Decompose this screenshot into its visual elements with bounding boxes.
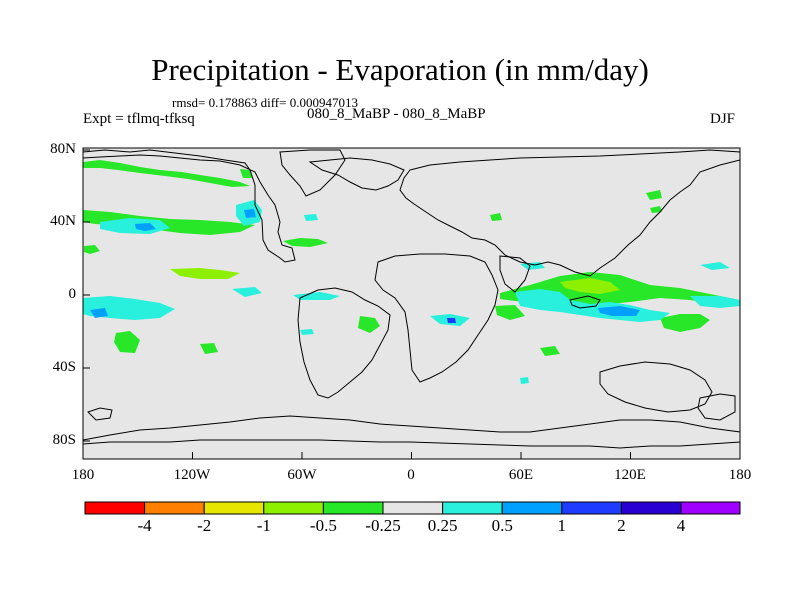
coastline-east-asia-islands <box>697 393 736 421</box>
colorbar <box>84 501 741 515</box>
map-frame <box>82 147 741 460</box>
contour-cyan-tropics-w <box>700 262 730 270</box>
contour-green-eurasia <box>490 213 502 221</box>
contour-green-pacific-30n <box>83 210 255 235</box>
colorbar-label-1: -4 <box>137 516 152 535</box>
colorbar-swatch-10 <box>620 501 682 515</box>
colorbar-swatch-4 <box>263 501 324 515</box>
colorbar-label-6: 0.25 <box>427 516 458 535</box>
experiment-label: Expt = tflmq-tfksq <box>83 111 195 127</box>
coastline-greenland <box>279 149 346 197</box>
contour-blue-n-pacific <box>135 223 156 231</box>
colorbar-swatch-8 <box>501 501 563 515</box>
colorbar-swatch-5 <box>322 501 384 515</box>
contour-green-n-pacific-asia <box>646 190 662 200</box>
contour-cyan-s-indian <box>520 377 529 384</box>
contour-green-w-pacific-itcz <box>170 268 240 279</box>
contour-green-africa <box>495 305 525 320</box>
colorbar-label-5: -0.25 <box>365 516 401 535</box>
coastline-indonesia <box>569 295 601 309</box>
colorbar-swatch-11 <box>680 501 741 515</box>
colorbar-label-2: -2 <box>197 516 212 535</box>
coastline-india <box>499 255 531 293</box>
contour-green-atlantic-40n <box>283 238 328 247</box>
season-label: DJF <box>710 111 736 127</box>
lon-label-60e: 60E <box>508 467 534 483</box>
coastline-eurasia <box>399 149 741 277</box>
contour-blue-s-atlantic <box>447 318 456 323</box>
lat-label-80n: 80N <box>50 141 76 157</box>
contour-green-n-america <box>240 169 252 178</box>
contour-cyan-s-pacific <box>300 329 314 335</box>
stats-line: rmsd= 0.178863 diff= 0.000947013 <box>172 95 358 110</box>
contour-green-s-indian <box>540 346 560 356</box>
colorbar-swatch-3 <box>203 501 265 515</box>
colorbar-swatch-7 <box>442 501 503 515</box>
contour-cyan-n-america <box>304 214 318 221</box>
coastline-africa <box>374 253 499 383</box>
contour-green-s-atlantic <box>114 331 140 353</box>
coastline-south-america <box>297 287 391 399</box>
contour-green-pacific-s <box>200 343 218 354</box>
coastline-australia <box>599 361 713 413</box>
plot-title: Precipitation - Evaporation (in mm/day) <box>151 52 649 87</box>
contour-blue-n-atlantic <box>244 209 256 218</box>
contour-cyan-n-pacific <box>100 218 170 234</box>
colorbar-label-3: -1 <box>256 516 271 535</box>
contour-cyan-atlantic-eq <box>293 292 340 300</box>
lon-label-180w: 180 <box>71 467 95 483</box>
contour-cyan-mid-pacific <box>232 287 262 297</box>
contour-blue-e-pacific <box>90 308 108 318</box>
coastline-sw-island <box>87 407 113 421</box>
colorbar-label-7: 0.5 <box>491 516 513 535</box>
contour-green-north-atlantic <box>83 160 250 187</box>
lon-label-180e: 180 <box>728 467 752 483</box>
lon-label-120w: 120W <box>173 467 211 483</box>
lat-label-40s: 40S <box>52 359 76 375</box>
lat-label-40n: 40N <box>50 213 76 229</box>
contour-cyan-w-pacific <box>690 296 740 308</box>
lon-label-0: 0 <box>407 467 415 483</box>
contour-yellowgreen-maritime <box>560 278 620 294</box>
lat-label-0: 0 <box>68 286 77 302</box>
contour-green-s-america <box>358 316 380 333</box>
coastline-north-america <box>82 149 296 263</box>
map-background <box>83 148 740 459</box>
contour-fields <box>83 160 740 384</box>
contour-green-s-pacific <box>660 314 710 332</box>
colorbar-label-9: 2 <box>617 516 626 535</box>
contour-green-east-pacific <box>84 245 100 254</box>
lat-label-80s: 80S <box>52 432 76 448</box>
contour-green-japan <box>650 206 662 213</box>
coastline-europe-north <box>308 157 405 191</box>
colorbar-swatch-9 <box>561 501 622 515</box>
colorbar-swatch-2 <box>144 501 205 515</box>
case-label: 080_8_MaBP - 080_8_MaBP <box>307 106 486 122</box>
contour-blue-indian <box>598 306 640 316</box>
colorbar-label-4: -0.5 <box>309 516 337 535</box>
lon-label-120e: 120E <box>614 467 646 483</box>
colorbar-label-8: 1 <box>557 516 567 535</box>
colorbar-label-10: 4 <box>676 516 686 535</box>
colorbar-swatch-1 <box>84 501 146 515</box>
lon-label-60w: 60W <box>287 467 317 483</box>
colorbar-swatch-6 <box>382 501 444 515</box>
